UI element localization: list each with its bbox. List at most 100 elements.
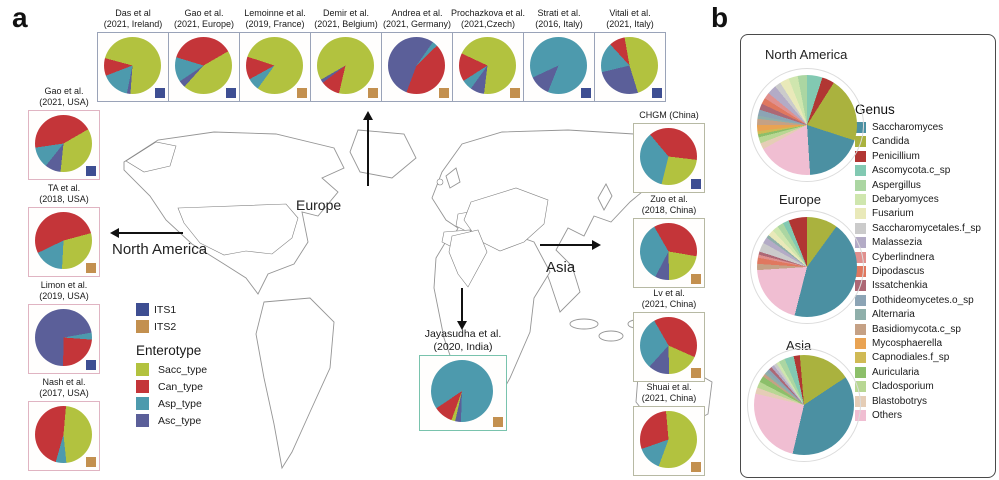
study-gao-usa: Gao et al. (2021, USA)	[25, 86, 103, 180]
study-caption: Demir et al. (2021, Belgium)	[314, 8, 378, 30]
study-caption: Limon et al. (2019, USA)	[39, 280, 89, 302]
study-shuai-china: Shuai et al. (2021, China)	[630, 382, 708, 476]
study-caption: TA et al. (2018, USA)	[39, 183, 89, 205]
its-marker	[581, 87, 591, 98]
pie-chart	[35, 308, 92, 366]
pie-box	[310, 31, 382, 102]
pie-box	[168, 31, 240, 102]
genus-legend-item: Fusarium	[855, 208, 914, 220]
arrow-right-icon	[592, 240, 601, 250]
study-caption: Zuo et al. (2018, China)	[642, 194, 697, 216]
enterotype-legend-item: Asp_type	[136, 397, 207, 410]
study-title: Prochazkova et al.	[450, 8, 526, 18]
genus-label: Aspergillus	[872, 179, 921, 191]
enterotype-legend-title: Enterotype	[136, 343, 202, 358]
map-japan	[597, 183, 613, 211]
study-caption: Andrea et al. (2021, Germany)	[383, 8, 451, 30]
study-caption: Vitali et al. (2021, Italy)	[606, 8, 654, 30]
arrow-left	[119, 232, 183, 234]
study-caption: Gao et al. (2021, Europe)	[174, 8, 234, 30]
pie-chart	[431, 360, 493, 423]
its-legend-label: ITS1	[154, 303, 177, 316]
pie-box	[633, 217, 705, 288]
study-caption: Gao et al. (2021, USA)	[39, 86, 89, 108]
genus-legend-item: Dothideomycetes.o_sp	[855, 294, 974, 306]
study-subtitle: (2017, USA)	[39, 387, 89, 398]
map-island	[598, 330, 624, 342]
study-demir-belgium: Demir et al. (2021, Belgium)	[307, 8, 385, 102]
its-marker	[652, 87, 662, 98]
genus-legend-item: Blastobotrys	[855, 395, 927, 407]
pie-box	[419, 355, 507, 432]
study-subtitle: (2021, Germany)	[382, 18, 452, 29]
study-caption: CHGM (China)	[639, 110, 699, 121]
pie-chart	[35, 114, 92, 172]
pie-box	[633, 122, 705, 193]
genus-swatch	[855, 366, 866, 378]
study-caption: Nash et al. (2017, USA)	[39, 377, 89, 399]
genus-label: Others	[872, 410, 903, 421]
study-subtitle: (2018, China)	[641, 204, 697, 215]
map-usa-highlight	[177, 203, 299, 256]
study-chgm-china: CHGM (China)	[630, 110, 708, 193]
study-subtitle: (2021, China)	[641, 392, 697, 403]
study-subtitle: (2021, Belgium)	[314, 18, 378, 29]
study-title: Demir et al.	[322, 8, 369, 18]
pie-box	[28, 303, 100, 374]
its-marker	[86, 359, 96, 370]
genus-swatch	[855, 338, 866, 349]
enterotype-legend-item: Asc_type	[136, 414, 207, 427]
genus-label: Dipodascus	[872, 266, 925, 277]
pie-box	[28, 400, 100, 471]
genus-swatch	[855, 179, 866, 191]
study-title: Nash et al.	[42, 377, 86, 387]
pie-chart	[317, 36, 374, 94]
enterotype-swatch	[136, 397, 149, 410]
arrow-down	[461, 288, 463, 321]
genus-label: Capnodiales.f_sp	[872, 352, 950, 364]
genus-legend-item: Cyberlindnera	[855, 251, 934, 263]
map-uk	[445, 167, 461, 189]
study-subtitle: (2021, China)	[641, 298, 697, 309]
its1-swatch	[136, 303, 149, 316]
genus-swatch	[855, 222, 866, 234]
study-lemoinne-france: Lemoinne et al. (2019, France)	[236, 8, 314, 102]
study-title: Strati et al.	[537, 8, 581, 18]
map-island	[569, 318, 599, 330]
pie-chart	[35, 405, 92, 463]
study-title: TA et al.	[47, 183, 81, 193]
study-caption: Strati et al. (2016, Italy)	[535, 8, 583, 30]
study-title: Lemoinne et al.	[244, 8, 306, 18]
study-jayasudha-india: Jayasudha et al. (2020, India)	[403, 328, 523, 432]
europe-label: Europe	[296, 197, 342, 213]
genus-legend-item: Alternaria	[855, 309, 915, 321]
genus-label: Basidiomycota.c_sp	[872, 323, 961, 335]
study-gao-europe: Gao et al. (2021, Europe)	[165, 8, 243, 102]
panel-b-frame: Genus Saccharomyces Candida Penicillium Asc…	[740, 34, 996, 478]
region-pie-chart	[750, 210, 864, 324]
study-strati-italy: Strati et al. (2016, Italy)	[520, 8, 598, 102]
pie-box	[28, 206, 100, 277]
genus-label: Penicillium	[872, 150, 920, 162]
genus-legend-item: Cladosporium	[855, 381, 934, 393]
its2-swatch	[136, 320, 149, 333]
pie-box	[28, 109, 100, 180]
pie-box	[452, 31, 524, 102]
study-limon-usa: Limon et al. (2019, USA)	[25, 280, 103, 374]
pie-chart	[35, 211, 92, 269]
bigpie-title: Europe	[779, 192, 821, 207]
genus-legend-item: Dipodascus	[855, 266, 924, 277]
region-pie-chart	[750, 68, 864, 182]
study-title: Lv et al.	[653, 288, 685, 298]
study-caption: Lemoinne et al. (2019, France)	[244, 8, 306, 30]
study-title: Andrea et al.	[391, 8, 443, 18]
enterotype-label: Asp_type	[158, 397, 202, 410]
pie-chart	[246, 36, 303, 94]
genus-label: Saccharomycetales.f_sp	[872, 222, 981, 234]
its-marker	[691, 367, 701, 378]
study-prochazkova-czech: Prochazkova et al. (2021,Czech)	[449, 8, 527, 102]
pie-chart	[601, 36, 658, 94]
map-greenland	[349, 129, 417, 179]
genus-swatch	[855, 294, 866, 306]
its-legend-item: ITS2	[136, 320, 207, 333]
